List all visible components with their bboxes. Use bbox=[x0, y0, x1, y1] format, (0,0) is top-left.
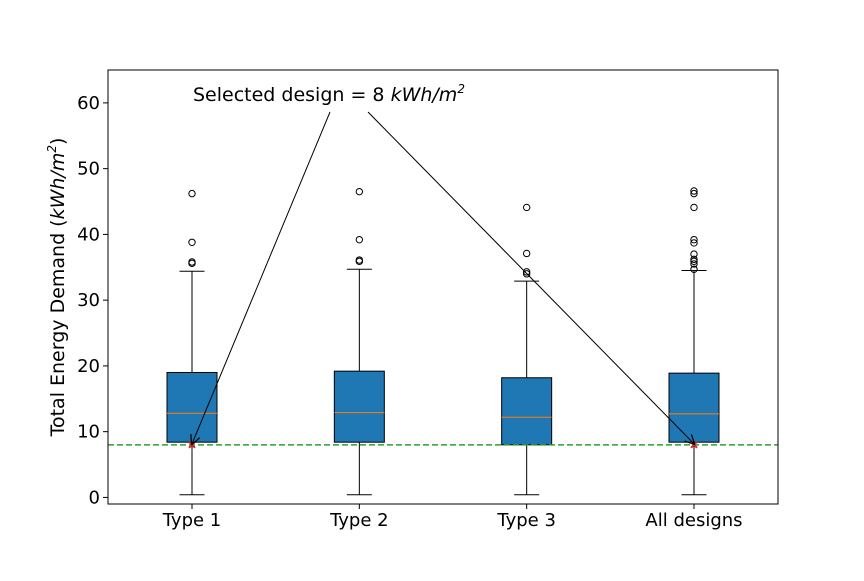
outlier-point bbox=[690, 239, 698, 247]
iqr-box bbox=[668, 372, 720, 443]
outlier-point bbox=[690, 257, 698, 266]
iqr-box bbox=[166, 371, 218, 443]
outlier-point bbox=[188, 189, 196, 198]
outlier-point bbox=[690, 235, 698, 244]
x-tick-label: Type 1 bbox=[162, 510, 222, 531]
outlier-point bbox=[355, 187, 364, 196]
box-group bbox=[166, 189, 218, 496]
box-group bbox=[333, 187, 385, 496]
iqr-box bbox=[333, 370, 385, 443]
x-tick-label: Type 3 bbox=[496, 510, 556, 531]
annotation-unit: kWh/m bbox=[391, 84, 458, 106]
y-axis-title-main: Total Energy Demand ( bbox=[47, 219, 69, 437]
outlier-point bbox=[355, 235, 364, 244]
annotation-label: Selected design = 8 kWh/m2 bbox=[193, 82, 465, 106]
box-group bbox=[668, 187, 720, 496]
outlier-point bbox=[690, 265, 698, 273]
iqr-box bbox=[501, 377, 553, 446]
outlier-point bbox=[690, 260, 698, 268]
y-tick-label: 0 bbox=[89, 487, 100, 508]
annotation-text-main: Selected design = 8 bbox=[193, 84, 391, 106]
y-axis-title: Total Energy Demand (kWh/m2) bbox=[45, 138, 69, 438]
annotation-arrow bbox=[192, 111, 331, 444]
y-axis-title-unit-exponent: 2 bbox=[45, 145, 59, 153]
annotation-unit-exponent: 2 bbox=[457, 82, 465, 96]
outlier-point bbox=[522, 270, 531, 278]
outlier-point bbox=[188, 238, 196, 246]
y-axis-title-close: ) bbox=[47, 138, 69, 145]
outlier-point bbox=[355, 256, 364, 264]
outlier-point bbox=[690, 203, 698, 212]
y-tick-label: 50 bbox=[77, 159, 100, 180]
plot-frame bbox=[107, 69, 779, 505]
outlier-point bbox=[188, 258, 196, 266]
outlier-point bbox=[522, 268, 531, 276]
x-tick-label: All designs bbox=[645, 510, 742, 531]
outlier-point bbox=[690, 250, 698, 258]
y-tick-label: 10 bbox=[77, 422, 100, 443]
y-tick-label: 30 bbox=[77, 290, 100, 311]
plot-area: 0 10 20 30 40 50 60 Type 1 Type 2 Type 3 All desig… bbox=[77, 93, 778, 531]
box-group bbox=[501, 203, 553, 496]
x-tick-label: Type 2 bbox=[329, 510, 389, 531]
outlier-point bbox=[690, 255, 698, 264]
outlier-point bbox=[690, 189, 698, 198]
y-tick-label: 20 bbox=[77, 356, 100, 377]
y-tick-label: 60 bbox=[77, 93, 100, 114]
outlier-point bbox=[522, 203, 531, 212]
annotation-arrow bbox=[367, 111, 694, 444]
outlier-point bbox=[522, 249, 531, 258]
outlier-point bbox=[690, 187, 698, 195]
y-axis-title-unit: kWh/m bbox=[47, 153, 69, 220]
y-tick-label: 40 bbox=[77, 224, 100, 245]
